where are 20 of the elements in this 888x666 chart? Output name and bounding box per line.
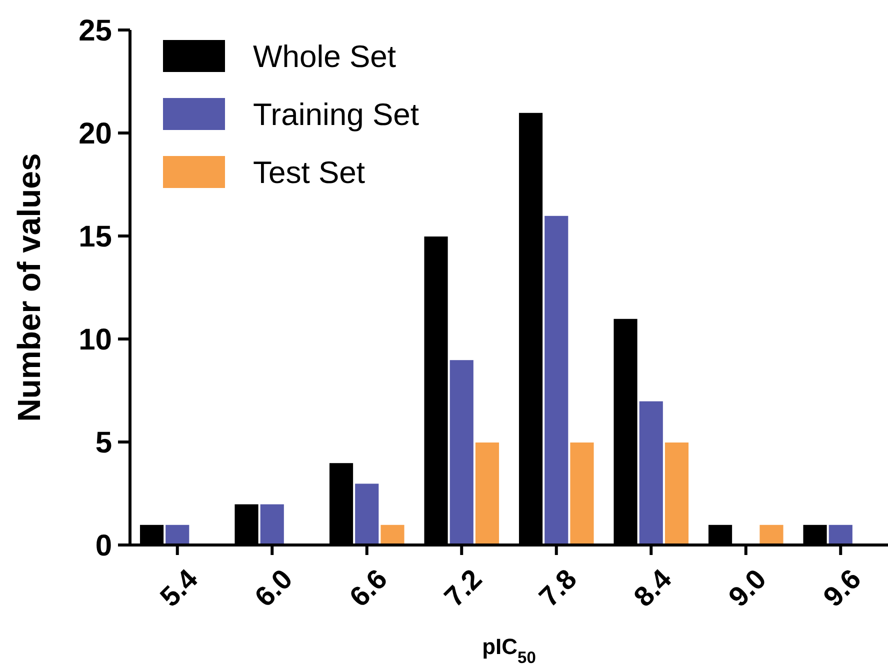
y-axis-title: Number of values: [11, 153, 47, 422]
x-axis-title: pIC$_{50}$: [482, 634, 536, 666]
legend-label: Whole Set: [253, 39, 396, 74]
y-tick-label: 0: [95, 530, 112, 562]
y-tick-label: 5: [95, 426, 112, 460]
x-tick-label: 7.8: [533, 563, 582, 613]
y-tick-label: 15: [78, 220, 112, 254]
y-tick-label: 25: [78, 14, 112, 48]
x-tick-label: 9.0: [722, 563, 772, 613]
x-tick-label: 6.6: [344, 563, 393, 613]
x-tick-label: 5.4: [154, 562, 204, 613]
x-tick-label: 7.2: [438, 563, 488, 613]
legend-label: Training Set: [253, 97, 420, 132]
y-tick-label: 20: [78, 118, 112, 150]
x-tick-label: 6.0: [248, 563, 298, 613]
y-tick-label: 10: [78, 324, 112, 356]
legend-label: Test Set: [253, 155, 366, 190]
x-tick-label: 8.4: [628, 562, 678, 613]
bar: [758, 524, 784, 546]
x-tick-label: 9.6: [817, 563, 867, 613]
